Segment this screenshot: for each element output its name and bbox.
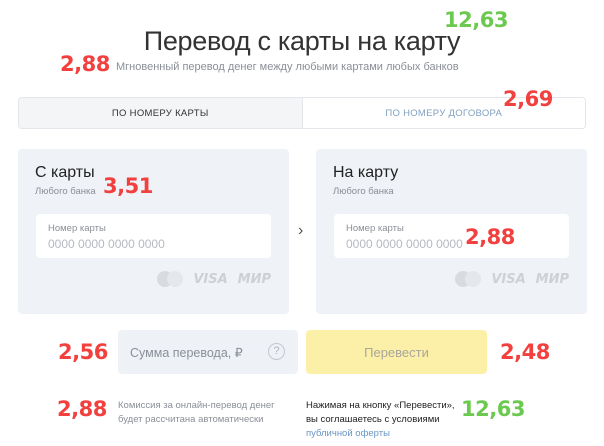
mir-logo: МИР [237,271,271,287]
score-badge-title: 12,63 [444,8,508,32]
score-badge-subtitle: 2,88 [60,52,110,76]
from-card-subtitle: Любого банка [35,186,96,197]
page-subtitle: Мгновенный перевод денег между любыми ка… [116,61,459,73]
to-card-title: На карту [333,164,399,181]
tab-by-contract-number[interactable]: ПО НОМЕРУ ДОГОВОРА [302,98,585,128]
tab-by-card-number[interactable]: ПО НОМЕРУ КАРТЫ [19,98,303,128]
transfer-mode-tabs: ПО НОМЕРУ КАРТЫ ПО НОМЕРУ ДОГОВОРА [18,97,586,129]
agreement-note-line2: вы соглашаетесь с условиями [306,414,440,425]
page-title: Перевод с карты на карту [143,26,461,56]
help-icon[interactable]: ? [268,343,285,360]
agreement-note-line1: Нажимая на кнопку «Перевести», [306,400,455,411]
visa-logo: VISA [491,271,526,287]
mastercard-icon [455,271,482,287]
from-card-panel: С карты Любого банка Номер карты 0000 00… [18,149,289,314]
payment-system-logos: VISA МИР [455,271,569,287]
from-card-number-label: Номер карты [48,223,106,234]
transfer-button[interactable]: Перевести [306,330,487,374]
to-card-number-label: Номер карты [346,223,404,234]
amount-input[interactable]: Сумма перевода, ₽ ? [118,330,298,374]
public-offer-link[interactable]: публичной оферты [306,428,390,439]
commission-note-line2: будет рассчитана автоматически [118,414,264,425]
to-card-number-input[interactable]: Номер карты 0000 0000 0000 0000 [334,214,569,258]
score-badge-tab: 2,69 [503,87,553,111]
score-badge-from-card: 3,51 [103,174,153,198]
score-badge-commission: 2,88 [57,397,107,421]
from-card-title: С карты [35,164,95,181]
score-badge-amount: 2,56 [58,340,108,364]
to-card-panel: На карту Любого банка Номер карты 0000 0… [316,149,587,314]
commission-note: Комиссия за онлайн-перевод денег будет р… [118,399,275,427]
from-card-number-placeholder: 0000 0000 0000 0000 [48,237,165,251]
score-badge-submit: 2,48 [500,340,550,364]
score-badge-agreement: 12,63 [461,397,525,421]
to-card-number-placeholder: 0000 0000 0000 0000 [346,237,463,251]
mir-logo: МИР [535,271,569,287]
to-card-subtitle: Любого банка [333,186,394,197]
agreement-note: Нажимая на кнопку «Перевести», вы соглаш… [306,399,455,441]
commission-note-line1: Комиссия за онлайн-перевод денег [118,400,275,411]
chevron-right-icon: › [298,222,304,239]
mastercard-icon [157,271,184,287]
amount-placeholder: Сумма перевода, ₽ [130,346,243,360]
score-badge-to-card: 2,88 [465,225,515,249]
payment-system-logos: VISA МИР [157,271,271,287]
from-card-number-input[interactable]: Номер карты 0000 0000 0000 0000 [36,214,271,258]
visa-logo: VISA [193,271,228,287]
